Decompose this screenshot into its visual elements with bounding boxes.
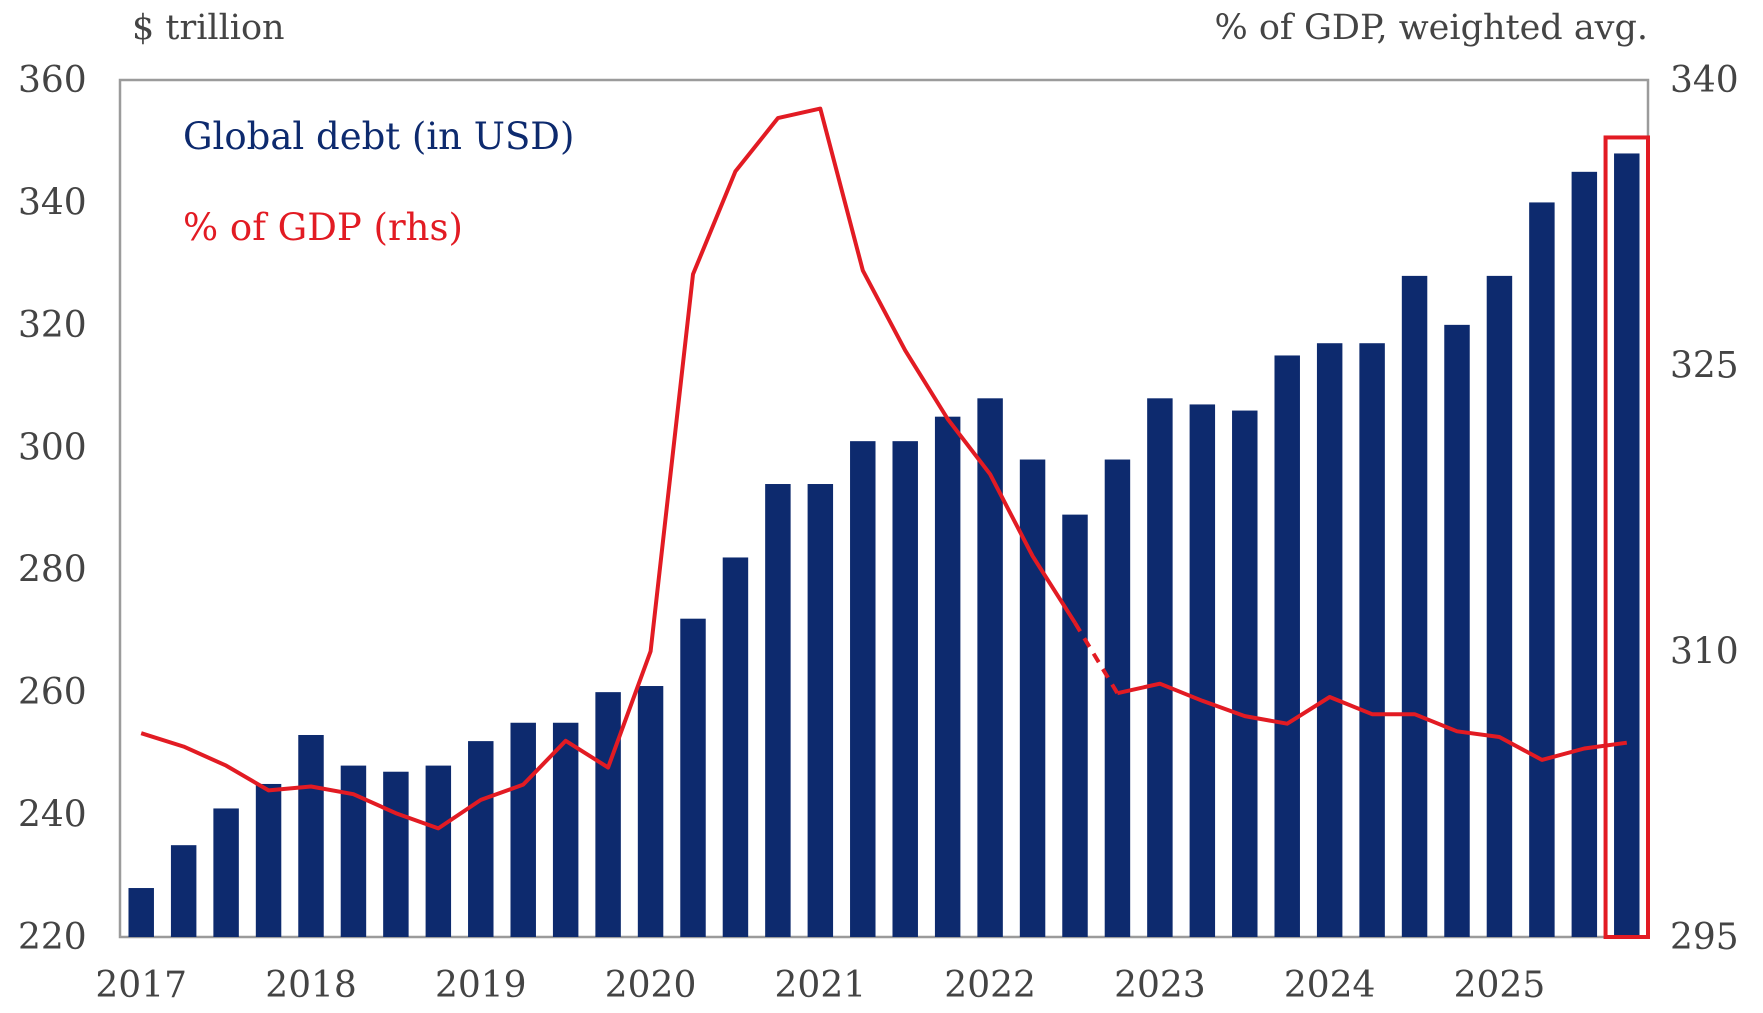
bar xyxy=(298,734,324,937)
bar xyxy=(977,398,1003,937)
bar xyxy=(595,692,621,937)
bar xyxy=(680,618,706,937)
left-tick-label: 320 xyxy=(18,305,87,346)
bar xyxy=(1274,355,1300,937)
bar xyxy=(170,845,197,937)
bar xyxy=(1019,459,1046,937)
pct-gdp-line xyxy=(140,106,1077,831)
x-tick-label: 2017 xyxy=(95,965,187,1006)
x-tick-label: 2023 xyxy=(1114,965,1206,1006)
left-axis-label: $ trillion xyxy=(132,8,285,48)
right-tick-label: 295 xyxy=(1670,917,1739,958)
left-tick-label: 300 xyxy=(18,427,87,468)
bar xyxy=(637,686,664,937)
bar xyxy=(1529,202,1555,937)
bar xyxy=(1401,275,1428,937)
bar xyxy=(1232,410,1258,937)
x-tick-label: 2018 xyxy=(265,965,357,1006)
x-tick-label: 2021 xyxy=(775,965,867,1006)
bar xyxy=(1614,153,1640,937)
bar xyxy=(1062,514,1088,937)
bar xyxy=(1104,459,1131,937)
bar xyxy=(383,771,409,937)
bar xyxy=(468,741,494,937)
x-tick-label: 2025 xyxy=(1454,965,1546,1006)
bar xyxy=(934,416,961,937)
bar xyxy=(850,441,876,937)
bar xyxy=(1486,275,1513,937)
bar xyxy=(510,722,536,937)
right-tick-label: 340 xyxy=(1670,60,1739,101)
bar xyxy=(128,888,154,937)
legend-global-debt: Global debt (in USD) xyxy=(183,115,574,158)
left-tick-label: 260 xyxy=(18,672,87,713)
x-tick-label: 2020 xyxy=(605,965,697,1006)
bar xyxy=(892,441,918,937)
left-tick-label: 240 xyxy=(18,795,87,836)
bar xyxy=(1189,404,1216,938)
line-series xyxy=(140,106,1628,831)
highlight-box xyxy=(1603,135,1650,939)
right-tick-label: 310 xyxy=(1670,631,1739,672)
bar xyxy=(765,484,791,937)
legend-pct-gdp: % of GDP (rhs) xyxy=(183,206,463,249)
right-tick-label: 325 xyxy=(1670,346,1739,387)
left-tick-label: 340 xyxy=(18,182,87,223)
bar xyxy=(1316,343,1343,937)
left-tick-label: 220 xyxy=(18,917,87,958)
bar xyxy=(1147,398,1173,937)
bar xyxy=(1444,324,1470,937)
x-tick-label: 2024 xyxy=(1284,965,1376,1006)
left-tick-label: 280 xyxy=(18,550,87,591)
bar xyxy=(807,484,834,937)
right-axis-label: % of GDP, weighted avg. xyxy=(1214,8,1648,48)
x-tick-label: 2022 xyxy=(944,965,1036,1006)
pct-gdp-line xyxy=(1116,681,1628,762)
pct-gdp-line-dashed xyxy=(1073,621,1120,695)
bar xyxy=(1571,171,1598,938)
bar xyxy=(213,808,239,937)
left-tick-label: 360 xyxy=(18,60,87,101)
bar xyxy=(552,722,579,937)
bar xyxy=(1359,343,1385,937)
x-tick-label: 2019 xyxy=(435,965,527,1006)
bar xyxy=(722,557,749,937)
bar xyxy=(425,765,452,937)
bar-series xyxy=(128,153,1640,938)
bar xyxy=(255,783,282,937)
